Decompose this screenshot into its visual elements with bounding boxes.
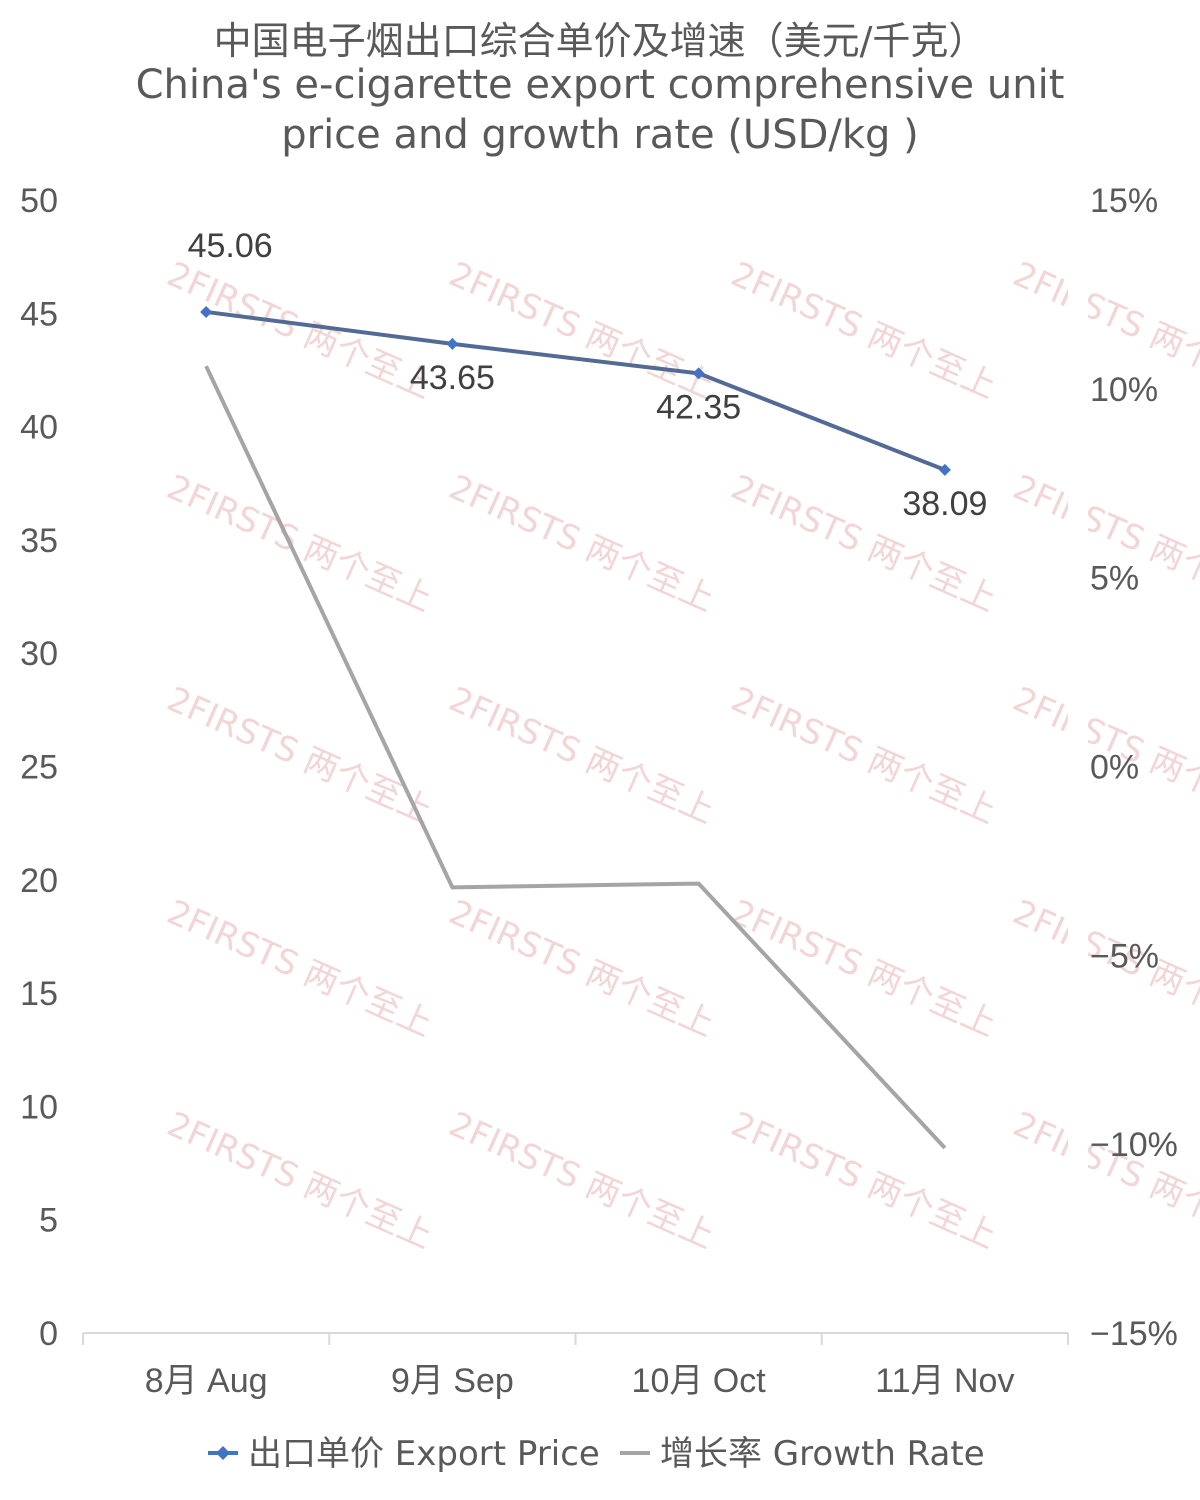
watermark-text: 2FIRSTS 两个至上 (725, 1104, 1002, 1257)
x-tick-label: 9月 Sep (391, 1362, 514, 1400)
watermark-text: 2FIRSTS 两个至上 (161, 1104, 438, 1257)
watermark-text: 2FIRSTS 两个至上 (161, 892, 438, 1045)
watermark-text: 2FIRSTS 两个至上 (161, 254, 438, 407)
y-left-tick-label: 30 (20, 635, 58, 673)
y-left-tick-label: 5 (39, 1202, 58, 1240)
y-left-tick-label: 25 (20, 749, 58, 787)
export-price-marker (938, 463, 951, 476)
watermark-text: 2FIRSTS 两个至上 (725, 892, 1002, 1045)
y-left-tick-label: 50 (20, 182, 58, 220)
legend-export-price-swatch-marker (216, 1446, 230, 1460)
y-left-tick-label: 20 (20, 862, 58, 900)
export-price-line (205, 309, 946, 472)
y-right-tick-label: −5% (1090, 937, 1159, 975)
watermark: 2FIRSTS 两个至上 (443, 679, 720, 832)
export-price-marker (446, 337, 459, 350)
watermark-text: 2FIRSTS 两个至上 (725, 679, 1002, 832)
watermark-text: 2FIRSTS 两个至上 (443, 467, 720, 620)
y-right-tick-label: −10% (1090, 1126, 1178, 1164)
watermark-text: 2FIRSTS 两个至上 (443, 1104, 720, 1257)
watermark: 2FIRSTS 两个至上 (161, 254, 438, 407)
watermark: 2FIRSTS 两个至上 (725, 892, 1002, 1045)
legend-growth-rate-label: 增长率 Growth Rate (660, 1434, 985, 1474)
chart-title-en-line2: price and growth rate (USD/kg ) (281, 112, 919, 158)
watermark: 2FIRSTS 两个至上 (443, 1104, 720, 1257)
x-tick-label: 10月 Oct (632, 1362, 767, 1400)
y-right-tick-label: 0% (1090, 749, 1139, 787)
export-price-data-label: 45.06 (188, 227, 273, 265)
y-left-tick-label: 10 (20, 1088, 58, 1126)
y-left-tick-label: 35 (20, 522, 58, 560)
export-price-data-label: 43.65 (410, 359, 495, 397)
growth-rate-line (204, 365, 947, 1150)
y-right-tick-label: 10% (1090, 371, 1158, 409)
watermark: 2FIRSTS 两个至上 (443, 892, 720, 1045)
chart-title-en-line1: China's e-cigarette export comprehensive… (135, 62, 1065, 108)
watermark-text: 2FIRSTS 两个至上 (161, 679, 438, 832)
watermark: 2FIRSTS 两个至上 (443, 467, 720, 620)
x-tick-label: 8月 Aug (145, 1362, 268, 1400)
chart-title-cn: 中国电子烟出口综合单价及增速（美元/千克） (213, 19, 987, 63)
export-price-data-label: 38.09 (902, 485, 987, 523)
watermark-text: 2FIRSTS 两个至上 (443, 892, 720, 1045)
y-left-tick-label: 45 (20, 295, 58, 333)
watermark: 2FIRSTS 两个至上 (161, 679, 438, 832)
y-right-tick-label: 15% (1090, 182, 1158, 220)
legend-export-price-label: 出口单价 Export Price (248, 1434, 600, 1474)
y-left-tick-label: 15 (20, 975, 58, 1013)
watermark-text: 2FIRSTS 两个至上 (161, 467, 438, 620)
watermark: 2FIRSTS 两个至上 (725, 1104, 1002, 1257)
watermark: 2FIRSTS 两个至上 (725, 679, 1002, 832)
y-right-tick-label: −15% (1090, 1315, 1178, 1353)
watermark-mask (1068, 180, 1088, 1340)
watermark: 2FIRSTS 两个至上 (161, 1104, 438, 1257)
y-right-tick-label: 5% (1090, 560, 1139, 598)
watermark-text: 2FIRSTS 两个至上 (443, 679, 720, 832)
export-price-data-label: 42.35 (656, 388, 741, 426)
watermark: 2FIRSTS 两个至上 (161, 892, 438, 1045)
watermark-text: 2FIRSTS 两个至上 (725, 254, 1002, 407)
x-tick-label: 11月 Nov (875, 1362, 1014, 1400)
y-left-tick-label: 0 (39, 1315, 58, 1353)
watermark: 2FIRSTS 两个至上 (725, 254, 1002, 407)
export-price-marker (692, 367, 705, 380)
watermark: 2FIRSTS 两个至上 (161, 467, 438, 620)
y-left-tick-label: 40 (20, 409, 58, 447)
export-price-marker (200, 305, 213, 318)
